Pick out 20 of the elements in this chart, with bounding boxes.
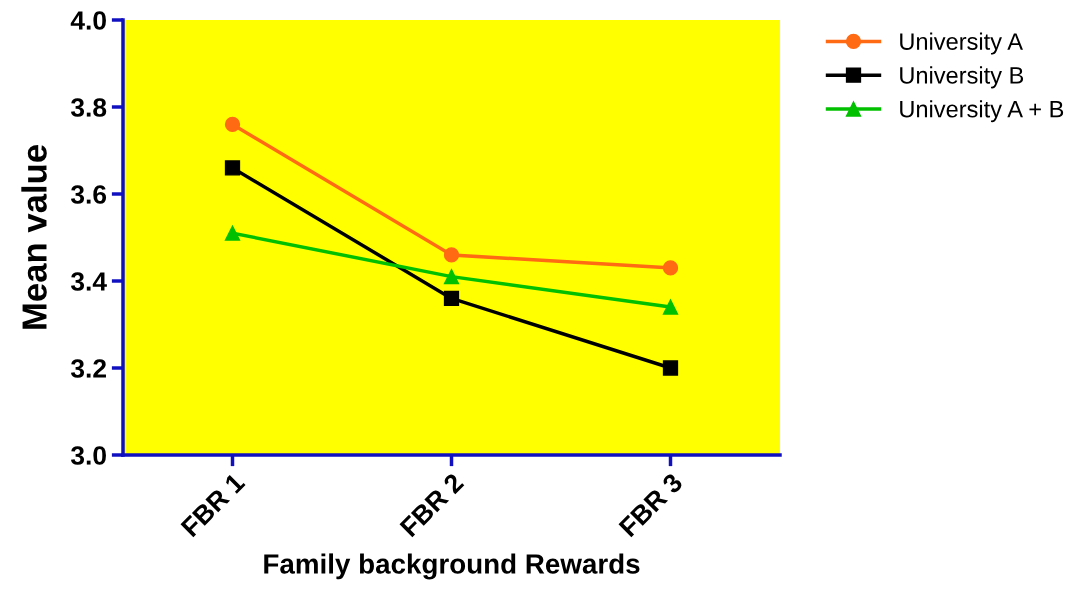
y-tick-label: 3.8: [70, 98, 107, 117]
point: [662, 260, 679, 276]
point: [224, 116, 241, 133]
legend-label: University B: [900, 66, 1024, 89]
point: [662, 360, 679, 376]
point: [443, 269, 460, 285]
x-axis-title: Family background Rewards: [264, 553, 640, 580]
legend-label: University A: [900, 32, 1023, 55]
y-tick-label: 3.6: [70, 185, 107, 204]
legend-label: University A + B: [900, 100, 1064, 123]
y-axis-title: Mean value: [21, 145, 47, 329]
point: [224, 225, 241, 241]
y-tick-label: 3.2: [70, 359, 106, 378]
y-tick-label: 4.0: [70, 11, 106, 30]
y-tick-label: 3.4: [70, 272, 107, 291]
point: [443, 290, 460, 307]
point: [662, 299, 679, 315]
point: [443, 247, 460, 263]
y-tick-label: 3.0: [70, 446, 106, 465]
point: [224, 160, 241, 176]
